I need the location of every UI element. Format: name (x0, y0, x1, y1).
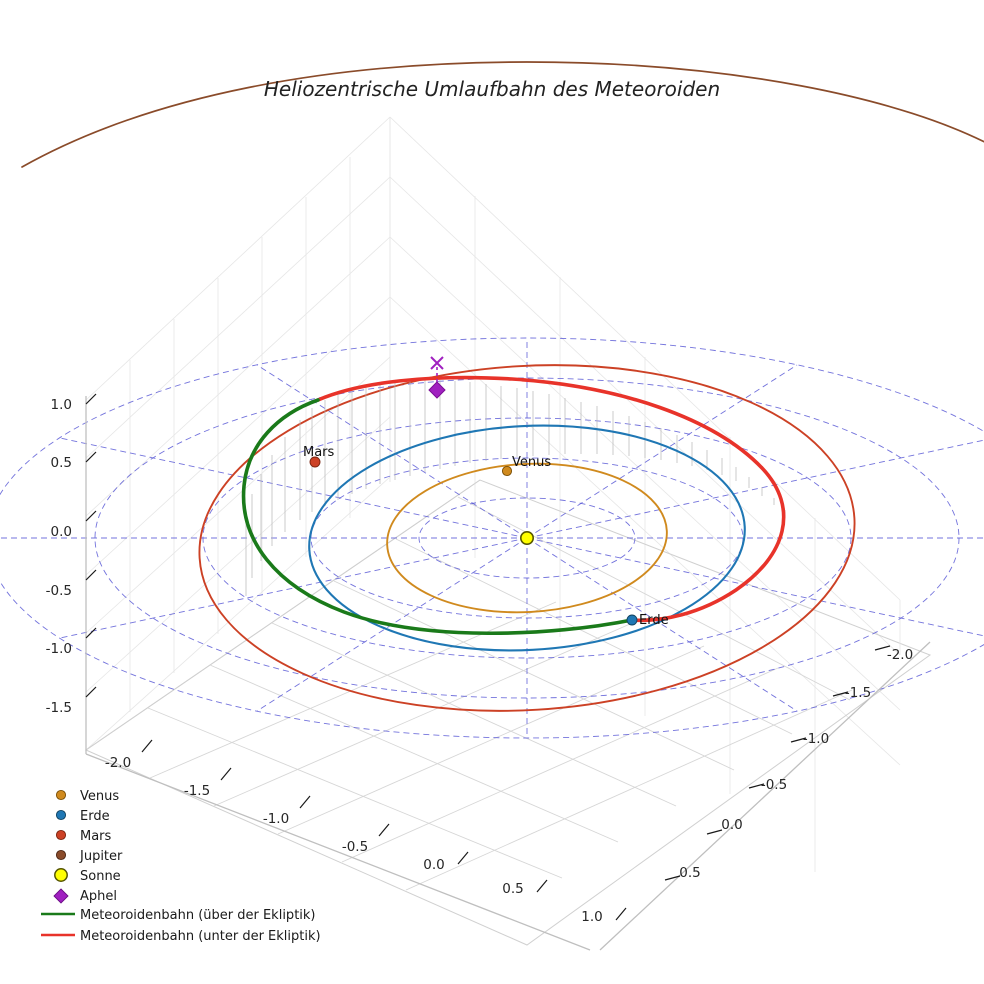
legend-mars-label: Mars (80, 829, 112, 844)
y-axis-spine (599, 641, 931, 951)
y-tick-4: -1.5 (845, 685, 871, 701)
y-tick-3: -1.0 (803, 731, 829, 747)
legend-item-erde[interactable]: Erde (55, 809, 110, 824)
meteoroid-orbit-below-ecliptic (316, 375, 786, 623)
legend: Venus Erde Mars Jupiter Sonne (41, 789, 321, 944)
y-axis-tick-labels: 0.5 0.0 -0.5 -1.0 -1.5 -2.0 (679, 647, 913, 881)
jupiter-orbit (21, 61, 984, 168)
z-tick-1: 0.5 (51, 455, 72, 471)
legend-aphel-label: Aphel (80, 889, 117, 904)
erde-label: Erde (639, 613, 669, 628)
polar-grid (0, 337, 984, 739)
legend-venus-label: Venus (80, 789, 119, 804)
legend-item-venus[interactable]: Venus (55, 789, 119, 804)
y-tick-0: 0.5 (679, 865, 700, 881)
body-markers (309, 456, 638, 626)
mars-label: Mars (303, 445, 335, 460)
legend-orbit-above-label: Meteoroidenbahn (über der Ekliptik) (80, 908, 316, 923)
legend-sonne-marker-icon (54, 868, 68, 882)
x-tick-1: -1.5 (184, 783, 210, 799)
y-tick-5: -2.0 (887, 647, 913, 663)
z-tick-3: -0.5 (46, 583, 72, 599)
sonne-marker (519, 530, 534, 545)
venus-label: Venus (512, 455, 551, 470)
legend-item-jupiter[interactable]: Jupiter (55, 849, 123, 864)
venus-orbit (386, 462, 668, 614)
z-tick-0: 1.0 (51, 397, 72, 413)
legend-item-orbit-above[interactable]: Meteoroidenbahn (über der Ekliptik) (41, 908, 316, 923)
z-tick-5: -1.5 (46, 700, 72, 716)
x-axis-tick-labels: -2.0 -1.5 -1.0 -0.5 0.0 0.5 1.0 (105, 755, 603, 925)
x-tick-6: 1.0 (581, 909, 602, 925)
body-annotations: Mars Venus Erde (303, 445, 669, 628)
y-tick-1: 0.0 (721, 817, 742, 833)
legend-sonne-label: Sonne (80, 869, 121, 884)
legend-jupiter-marker-icon (55, 849, 67, 861)
legend-aphel-diamond-icon (53, 888, 69, 904)
page-title: Heliozentrische Umlaufbahn des Meteoroid… (264, 77, 720, 101)
meteoroid-orbit-above-ecliptic (241, 398, 634, 636)
legend-item-aphel[interactable]: Aphel (53, 888, 117, 904)
x-tick-0: -2.0 (105, 755, 131, 771)
legend-orbit-below-label: Meteoroidenbahn (unter der Ekliptik) (80, 929, 321, 944)
legend-venus-marker-icon (55, 789, 67, 801)
mars-orbit (198, 364, 856, 712)
x-tick-4: 0.0 (423, 857, 444, 873)
z-tick-2: 0.0 (51, 524, 72, 540)
legend-jupiter-label: Jupiter (79, 849, 123, 864)
erde-orbit (308, 424, 746, 652)
z-tick-4: -1.0 (46, 641, 72, 657)
legend-erde-marker-icon (55, 809, 67, 821)
aphel-group (428, 356, 446, 399)
venus-marker (501, 465, 513, 477)
legend-item-orbit-below[interactable]: Meteoroidenbahn (unter der Ekliptik) (41, 929, 321, 944)
legend-item-sonne[interactable]: Sonne (54, 868, 121, 884)
legend-item-mars[interactable]: Mars (55, 829, 112, 844)
y-tick-2: -0.5 (761, 777, 787, 793)
aphel-diamond-marker (428, 381, 446, 399)
z-axis-tick-labels: 1.0 0.5 0.0 -0.5 -1.0 -1.5 (46, 397, 72, 716)
mars-marker (309, 456, 321, 468)
pane-wireframe (84, 116, 932, 946)
x-tick-5: 0.5 (502, 881, 523, 897)
x-axis-spine (85, 753, 591, 951)
x-tick-2: -1.0 (263, 811, 289, 827)
aphel-cross-icon (430, 356, 444, 370)
erde-marker (626, 614, 638, 626)
legend-mars-marker-icon (55, 829, 67, 841)
legend-erde-label: Erde (80, 809, 110, 824)
axis-spines (85, 393, 931, 951)
x-tick-3: -0.5 (342, 839, 368, 855)
